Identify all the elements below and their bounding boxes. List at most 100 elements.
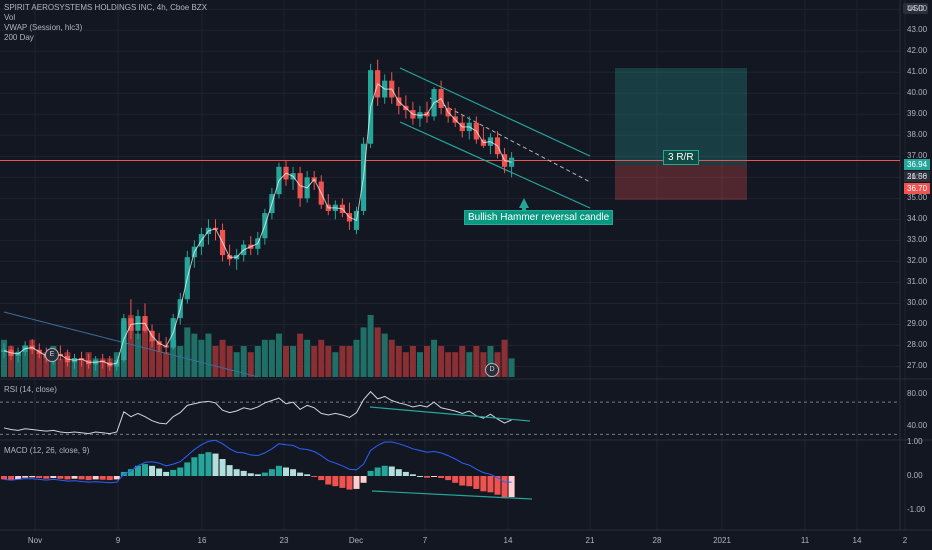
volume-bar <box>149 339 156 377</box>
macd-histogram-bar <box>57 476 64 479</box>
time-axis-label: 14 <box>852 536 862 545</box>
macd-histogram-bar <box>8 476 15 481</box>
macd-histogram-bar <box>99 476 106 480</box>
volume-bar <box>22 346 29 377</box>
hammer-arrow-stem <box>522 206 526 210</box>
volume-bar <box>395 346 402 377</box>
time-axis-label: 21 <box>585 536 595 545</box>
macd-histogram-bar <box>127 469 134 476</box>
volume-bar <box>438 346 445 377</box>
volume-bar <box>170 339 177 377</box>
macd-histogram-bar <box>304 474 311 476</box>
price-tag-upper: 36.94 <box>904 159 931 170</box>
macd-histogram-bar <box>268 469 275 476</box>
macd-histogram-bar <box>473 476 480 489</box>
macd-axis-label: 1.00 <box>907 437 923 446</box>
macd-histogram-bar <box>1 476 7 480</box>
macd-histogram-bar <box>71 476 78 479</box>
volume-bar <box>297 333 304 377</box>
macd-histogram-bar <box>409 474 416 476</box>
macd-histogram-bar <box>487 476 494 493</box>
macd-histogram-bar <box>43 476 50 479</box>
price-axis-label: 41.00 <box>907 67 928 77</box>
currency-badge[interactable]: USD <box>903 3 928 14</box>
macd-histogram-bar <box>353 476 360 489</box>
volume-bar <box>15 352 22 377</box>
volume-bar <box>332 352 339 377</box>
macd-histogram-bar <box>85 476 92 481</box>
macd-histogram-bar <box>177 467 184 476</box>
macd-histogram-bar <box>22 476 29 478</box>
volume-bar <box>431 339 438 377</box>
risk-reward-label[interactable]: 3 R/R <box>663 150 699 165</box>
macd-histogram-bar <box>170 469 177 476</box>
macd-histogram-bar <box>431 476 438 477</box>
time-axis-label: Dec <box>348 536 364 545</box>
vwap-label: VWAP (Session, hlc3) <box>4 23 83 32</box>
hammer-annotation[interactable]: Bullish Hammer reversal candle <box>464 210 614 225</box>
earnings-marker[interactable]: E <box>45 348 59 362</box>
channel-mid-line <box>429 97 591 183</box>
macd-histogram-bar <box>78 476 85 480</box>
price-axis-label: 32.00 <box>907 256 928 266</box>
macd-histogram-bar <box>156 468 163 476</box>
volume-bar <box>311 346 318 377</box>
macd-histogram-bar <box>466 476 473 487</box>
price-axis-label: 33.00 <box>907 235 928 245</box>
volume-bar <box>346 346 353 377</box>
macd-histogram-bar <box>445 476 452 481</box>
volume-bar <box>184 327 191 377</box>
volume-bar <box>36 352 43 377</box>
time-axis-label: 11 <box>800 536 810 545</box>
time-axis-label: 23 <box>279 536 289 545</box>
price-axis-label: 40.00 <box>907 88 928 98</box>
macd-axis-label: 0.00 <box>907 471 923 480</box>
price-axis-label: 30.00 <box>907 298 928 308</box>
target-zone <box>615 68 747 165</box>
macd-histogram-bar <box>374 467 381 476</box>
rsi-label: RSI (14, close) <box>4 385 57 394</box>
volume-bar <box>466 352 473 377</box>
volume-bar <box>163 352 170 377</box>
macd-histogram-bar <box>339 476 346 488</box>
macd-histogram-bar <box>402 471 409 476</box>
rsi-axis-label: 80.00 <box>907 389 928 399</box>
macd-histogram-bar <box>184 462 191 476</box>
price-axis-label: 44.00 <box>907 4 928 14</box>
volume-bar <box>1 339 7 377</box>
time-axis-label: 2 <box>902 536 908 545</box>
macd-histogram-bar <box>388 466 395 476</box>
ma-label: 200 Day <box>4 33 34 42</box>
dividend-marker[interactable]: D <box>485 363 499 377</box>
vwap-line <box>3 82 512 365</box>
volume-bar <box>177 346 184 377</box>
volume-bar <box>205 333 212 377</box>
price-axis-label: 27.00 <box>907 361 928 371</box>
macd-histogram-bar <box>459 476 466 486</box>
volume-bar <box>360 327 367 377</box>
price-axis-label: 29.00 <box>907 319 928 329</box>
time-axis-label: 9 <box>115 536 121 545</box>
time-axis-label: 7 <box>422 536 428 545</box>
ma-200-line <box>3 311 258 378</box>
volume-bar <box>57 358 64 377</box>
volume-bar <box>233 352 240 377</box>
time-axis-label: 28 <box>652 536 662 545</box>
price-axis-label: 38.00 <box>907 130 928 140</box>
macd-line <box>3 439 512 484</box>
rsi-axis-label: 40.00 <box>907 421 928 431</box>
volume-bar <box>480 352 487 377</box>
macd-histogram-bar <box>233 469 240 476</box>
macd-histogram-bar <box>297 472 304 476</box>
volume-bar <box>353 339 360 377</box>
macd-histogram-bar <box>240 470 247 476</box>
volume-bar <box>8 346 15 377</box>
macd-histogram-bar <box>134 465 141 476</box>
volume-bar <box>134 333 141 377</box>
macd-histogram-bar <box>416 476 423 477</box>
volume-bar <box>424 346 430 377</box>
macd-histogram-bar <box>452 476 459 483</box>
volume-bar <box>501 339 508 377</box>
volume-bar <box>198 339 205 377</box>
